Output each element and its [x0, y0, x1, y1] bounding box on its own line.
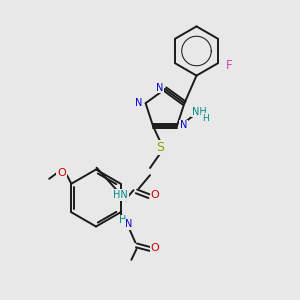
Text: H: H [119, 215, 127, 225]
Text: N: N [135, 98, 143, 108]
Text: HN: HN [113, 190, 128, 200]
Text: O: O [57, 167, 66, 178]
Text: O: O [151, 243, 160, 254]
Text: N: N [180, 120, 187, 130]
Text: N: N [156, 83, 163, 93]
Text: O: O [151, 190, 160, 200]
Text: F: F [226, 59, 232, 72]
Text: S: S [157, 141, 164, 154]
Text: NH: NH [192, 106, 207, 117]
Text: H: H [202, 114, 208, 123]
Text: N: N [125, 219, 132, 229]
